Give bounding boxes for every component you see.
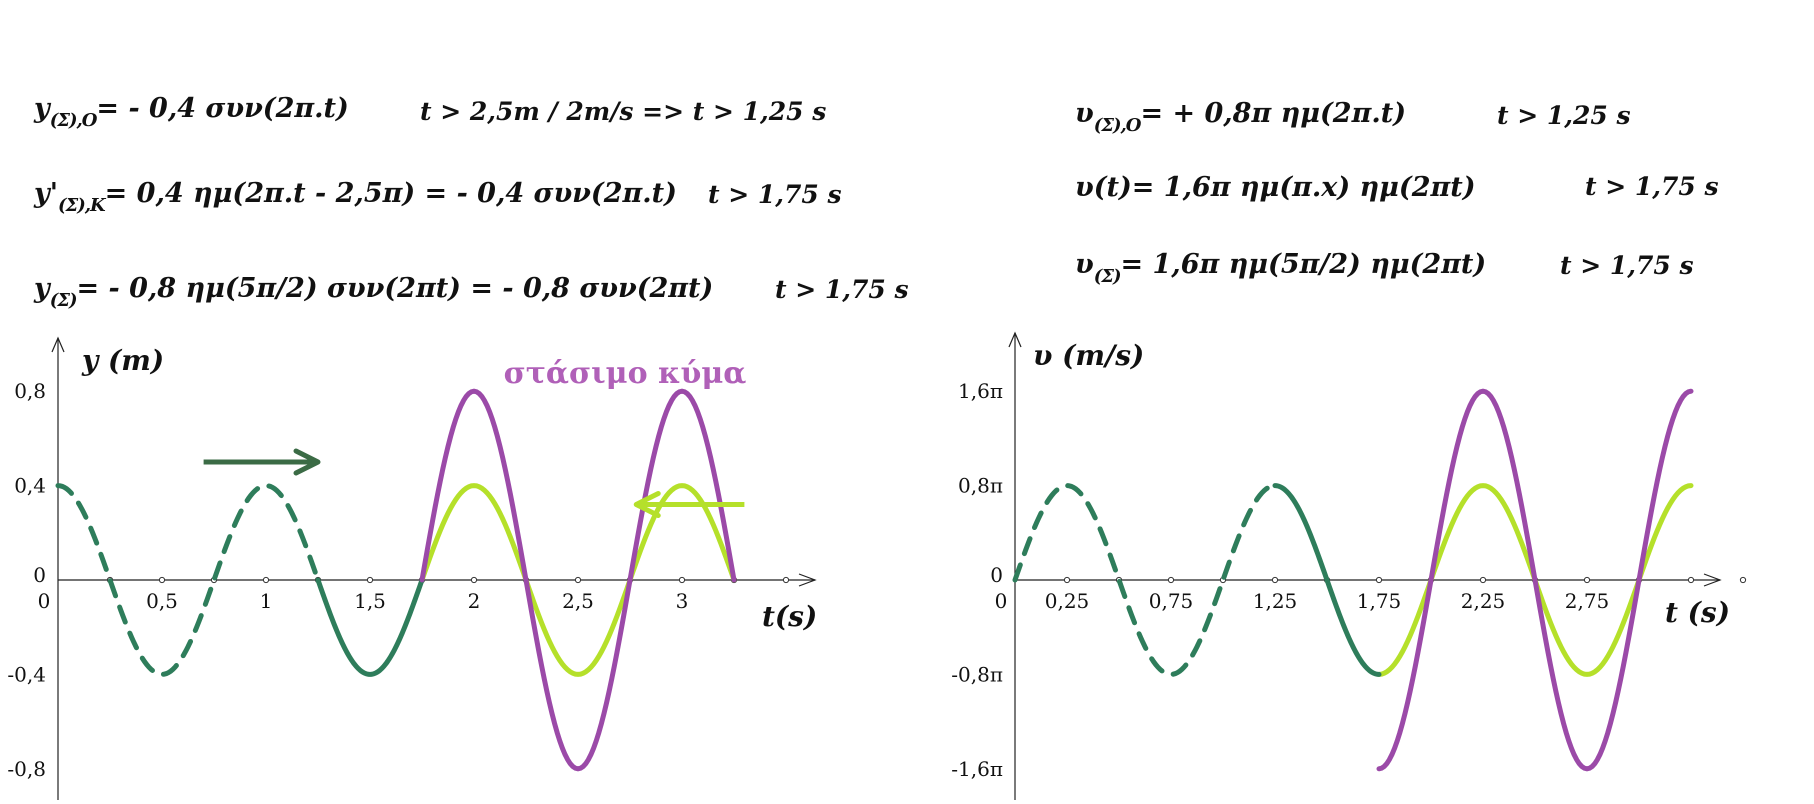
chart2-y-tick-label-0: 1,6π (958, 379, 1003, 403)
chart2-y-tick-label-4: -1,6π (951, 757, 1003, 781)
chart1-series-purple-3 (419, 388, 737, 772)
chart2-x-tick-mark (1063, 576, 1071, 584)
chart1-x-tick-label-1: 1 (260, 589, 273, 613)
chart2-x-tick-mark (1271, 576, 1279, 584)
chart2-x-tick-label-0: 0,25 (1045, 589, 1090, 613)
chart2-y-tick-label-1: 0,8π (958, 474, 1003, 498)
eq-right-2-lhs: υ(t) (1075, 172, 1132, 203)
eq-right-1-lhs: υ (1075, 98, 1094, 129)
chart2-x-tick-label-3: 1,75 (1357, 589, 1402, 613)
chart1-y-tick-label-1: 0,4 (14, 474, 46, 498)
eq-left-3-sub: (Σ) (49, 290, 78, 311)
chart2-x-axis-arrow (1703, 573, 1722, 587)
cond-left-3: t > 1,75 s (775, 275, 909, 304)
chart1-series-lime-2 (419, 483, 737, 677)
chart1-series-dark_green-1 (315, 577, 425, 677)
chart1-y-tick-label-4: -0,8 (7, 757, 46, 781)
eq-right-3-sub: (Σ) (1093, 266, 1122, 287)
chart1-x-tick-label-3: 2 (468, 589, 481, 613)
chart1-y-axis-title: y (m) (81, 344, 164, 377)
eq-left-2-lhs: y' (34, 178, 58, 209)
chart2-y-tick-label-2: 0 (990, 563, 1003, 587)
chart2-x-tick-mark (1583, 576, 1591, 584)
chart1-y-axis-arrow (51, 336, 65, 353)
eq-right-1-rhs: = + 0,8π ημ(2π.t) (1140, 98, 1406, 129)
chart1-origin-label: 0 (38, 589, 51, 613)
chart1-annotation: στάσιμο κύμα (504, 356, 747, 391)
eq-right-3-rhs: = 1,6π ημ(5π/2) ημ(2πt) (1120, 249, 1487, 280)
eq-left-1-sub: (Σ),O (49, 110, 98, 131)
chart2-x-tick-mark (1739, 576, 1747, 584)
chart1-x-tick-label-0: 0,5 (146, 589, 178, 613)
eq-left-2-sub: (Σ),K (57, 195, 106, 216)
eq-left-1: y(Σ),O= - 0,4 συν(2π.t) (34, 95, 349, 130)
chart2-origin-label: 0 (995, 589, 1008, 613)
eq-left-3: y(Σ)= - 0,8 ημ(5π/2) συν(2πt) = - 0,8 συ… (34, 275, 713, 310)
eq-left-2-rhs: = 0,4 ημ(2π.t - 2,5π) = - 0,4 συν(2π.t) (104, 178, 677, 209)
chart1-x-tick-mark (366, 576, 374, 584)
chart2-x-tick-label-1: 0,75 (1149, 589, 1194, 613)
chart1-x-tick-mark (262, 576, 270, 584)
cond-left-2: t > 1,75 s (708, 180, 842, 209)
chart2-x-tick-label-2: 1,25 (1253, 589, 1298, 613)
cond-right-3: t > 1,75 s (1560, 251, 1694, 280)
eq-right-2: υ(t)= 1,6π ημ(π.x) ημ(2πt) (1075, 174, 1476, 209)
chart1-x-tick-mark (574, 576, 582, 584)
cond-left-1: t > 2,5m / 2m/s => t > 1,25 s (420, 97, 827, 126)
chart1-y-tick-label-2: 0 (33, 563, 46, 587)
chart1-x-tick-mark (782, 576, 790, 584)
eq-right-2-rhs: = 1,6π ημ(π.x) ημ(2πt) (1131, 172, 1476, 203)
chart1-series-dark_green-dashed-0 (55, 483, 321, 677)
chart1-y-tick-label-0: 0,8 (14, 379, 46, 403)
chart2-x-axis-title: t (s) (1665, 596, 1730, 629)
eq-left-3-rhs: = - 0,8 ημ(5π/2) συν(2πt) = - 0,8 συν(2π… (76, 273, 714, 304)
chart1-x-axis-title: t(s) (762, 600, 817, 633)
chart2-series-dark_green-1 (1272, 483, 1382, 677)
eq-left-3-lhs: y (34, 273, 50, 304)
chart1-x-axis-arrow (798, 573, 817, 587)
eq-right-3-lhs: υ (1075, 249, 1094, 280)
chart2-x-tick-mark (1167, 576, 1175, 584)
chart1-arrow-1-head (633, 490, 661, 518)
chart2-y-axis-title: υ (m/s) (1033, 339, 1144, 372)
chart2-series-purple-3 (1376, 388, 1694, 772)
chart1-arrow-0-head (293, 448, 321, 476)
chart1-x-tick-mark (678, 576, 686, 584)
eq-left-2: y'(Σ),K= 0,4 ημ(2π.t - 2,5π) = - 0,4 συν… (34, 180, 677, 215)
chart2-x-tick-mark (1687, 576, 1695, 584)
chart2-series-dark_green-dashed-0 (1012, 483, 1278, 677)
eq-right-3: υ(Σ)= 1,6π ημ(5π/2) ημ(2πt) (1075, 251, 1486, 286)
chart2-x-tick-label-4: 2,25 (1461, 589, 1506, 613)
eq-right-1: υ(Σ),O= + 0,8π ημ(2π.t) (1075, 100, 1406, 135)
cond-right-1: t > 1,25 s (1497, 101, 1631, 130)
chart2-x-tick-label-5: 2,75 (1565, 589, 1610, 613)
eq-left-1-lhs: y (34, 93, 50, 124)
eq-left-1-rhs: = - 0,4 συν(2π.t) (96, 93, 349, 124)
chart2-x-tick-mark (1375, 576, 1383, 584)
cond-right-2: t > 1,75 s (1585, 172, 1719, 201)
chart2-x-tick-mark (1479, 576, 1487, 584)
chart1-x-tick-mark (470, 576, 478, 584)
chart2-y-tick-label-3: -0,8π (951, 662, 1003, 686)
chart1-x-tick-label-4: 2,5 (562, 589, 594, 613)
eq-right-1-sub: (Σ),O (1093, 115, 1142, 136)
chart1-x-tick-mark (158, 576, 166, 584)
chart1-x-tick-label-5: 3 (676, 589, 689, 613)
chart1-x-tick-label-2: 1,5 (354, 589, 386, 613)
chart2-y-axis-arrow (1008, 331, 1022, 348)
chart1-y-tick-label-3: -0,4 (7, 662, 46, 686)
